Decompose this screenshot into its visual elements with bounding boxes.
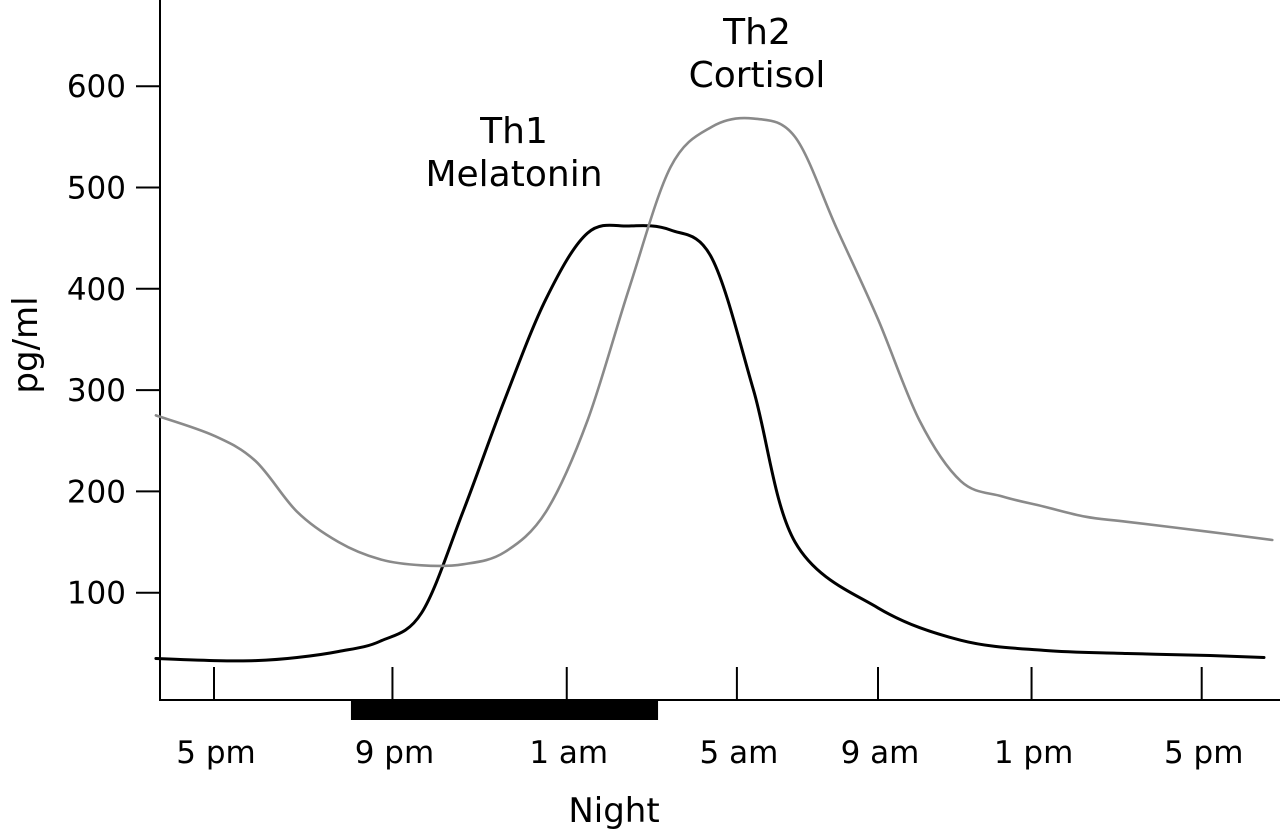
cortisol-series-label: Th2 Cortisol bbox=[689, 12, 826, 96]
x-tick-label: 1 pm bbox=[994, 735, 1073, 771]
x-tick-label: 5 pm bbox=[1164, 735, 1243, 771]
cortisol-series-label-line: Th2 bbox=[722, 12, 791, 53]
melatonin-series-label: Th1 Melatonin bbox=[425, 111, 602, 195]
series-layer bbox=[154, 116, 1274, 663]
y-tick-label: 100 bbox=[67, 576, 126, 612]
x-tick-label: 5 pm bbox=[176, 735, 255, 771]
x-axis-title: Night bbox=[568, 791, 659, 831]
night-band bbox=[350, 701, 659, 720]
x-tick-label: 1 am bbox=[529, 735, 608, 771]
ticks-layer: 100 200 300 400 500 600 5 pm 9 pm 1 am 5 am 9 am 1 … bbox=[67, 69, 1244, 771]
melatonin-line bbox=[154, 223, 1266, 663]
x-tick-label: 5 am bbox=[700, 735, 779, 771]
y-tick-label: 300 bbox=[67, 373, 126, 409]
y-axis-title: pg/ml bbox=[6, 296, 46, 393]
x-tick-label: 9 pm bbox=[355, 735, 434, 771]
melatonin-series-label-line: Melatonin bbox=[425, 154, 602, 195]
night-band-layer bbox=[350, 701, 659, 720]
x-tick-label: 9 am bbox=[841, 735, 920, 771]
axes bbox=[159, 0, 1280, 701]
labels-layer: Th1 Melatonin Th2 Cortisol bbox=[425, 12, 825, 195]
y-tick-label: 600 bbox=[67, 69, 126, 105]
y-tick-label: 500 bbox=[67, 171, 126, 207]
y-tick-label: 200 bbox=[67, 474, 126, 510]
melatonin-series-label-line: Th1 bbox=[479, 111, 548, 152]
cortisol-series-label-line: Cortisol bbox=[689, 55, 826, 96]
y-tick-label: 400 bbox=[67, 272, 126, 308]
cortisol-line bbox=[154, 116, 1274, 568]
